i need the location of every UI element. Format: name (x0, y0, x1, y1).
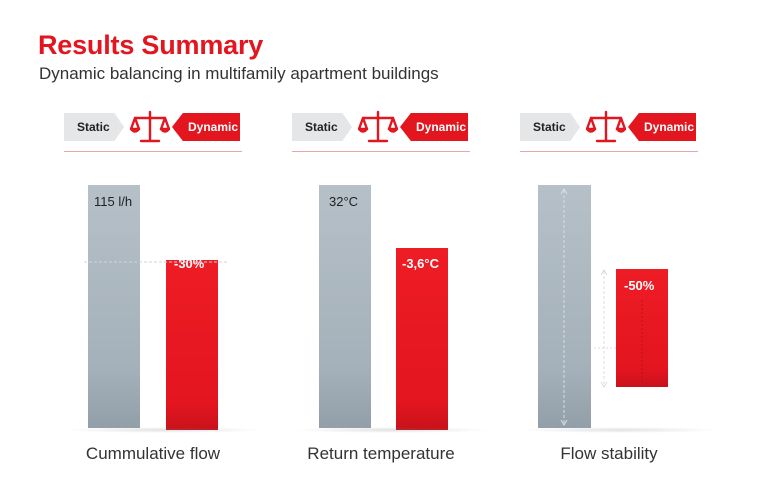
header-divider (64, 151, 242, 152)
dynamic-tag: Dynamic (628, 113, 696, 141)
page-subtitle: Dynamic balancing in multifamily apartme… (39, 64, 439, 83)
dynamic-tag: Dynamic (400, 113, 468, 141)
panel-header: Static Dynamic (292, 110, 470, 143)
range-indicators (560, 188, 643, 426)
header-divider (520, 151, 698, 152)
dynamic-tag: Dynamic (172, 113, 240, 141)
bar-dynamic (396, 247, 448, 430)
bar-dynamic (166, 259, 218, 430)
bar-static (88, 185, 140, 428)
category-label: Cummulative flow (85, 444, 221, 463)
reference-line (84, 261, 228, 263)
dynamic-value-label: -30% (174, 256, 205, 271)
dynamic-value-label: -50% (624, 278, 655, 293)
category-label: Flow stability (560, 444, 658, 463)
header-divider (292, 151, 470, 152)
static-tag: Static (292, 113, 352, 141)
baseline (64, 427, 264, 433)
bar-static (319, 185, 371, 428)
balance-scale-icon (586, 110, 626, 143)
dynamic-value-label: -3,6°C (402, 256, 439, 271)
page-title: Results Summary (38, 30, 264, 60)
static-value-label: 32°C (329, 194, 359, 209)
panel-header: Static Dynamic (520, 110, 698, 143)
chart-panel-flow-stability: Static Dynamic -50% (520, 0, 720, 497)
baseline (520, 427, 720, 433)
balance-scale-icon (358, 110, 398, 143)
static-tag: Static (520, 113, 580, 141)
panel-header: Static Dynamic (64, 110, 242, 143)
category-label: Return temperature (307, 444, 455, 463)
baseline (292, 427, 492, 433)
static-tag: Static (64, 113, 124, 141)
chart-panel-cumulative-flow: Static Dynamic 115 l/h -30% Cummulative … (64, 0, 264, 497)
balance-scale-icon (130, 110, 170, 143)
static-value-label: 115 l/h (94, 194, 133, 209)
chart-panel-return-temperature: Static Dynamic 32°C -3,6°C Return temper… (292, 0, 492, 497)
